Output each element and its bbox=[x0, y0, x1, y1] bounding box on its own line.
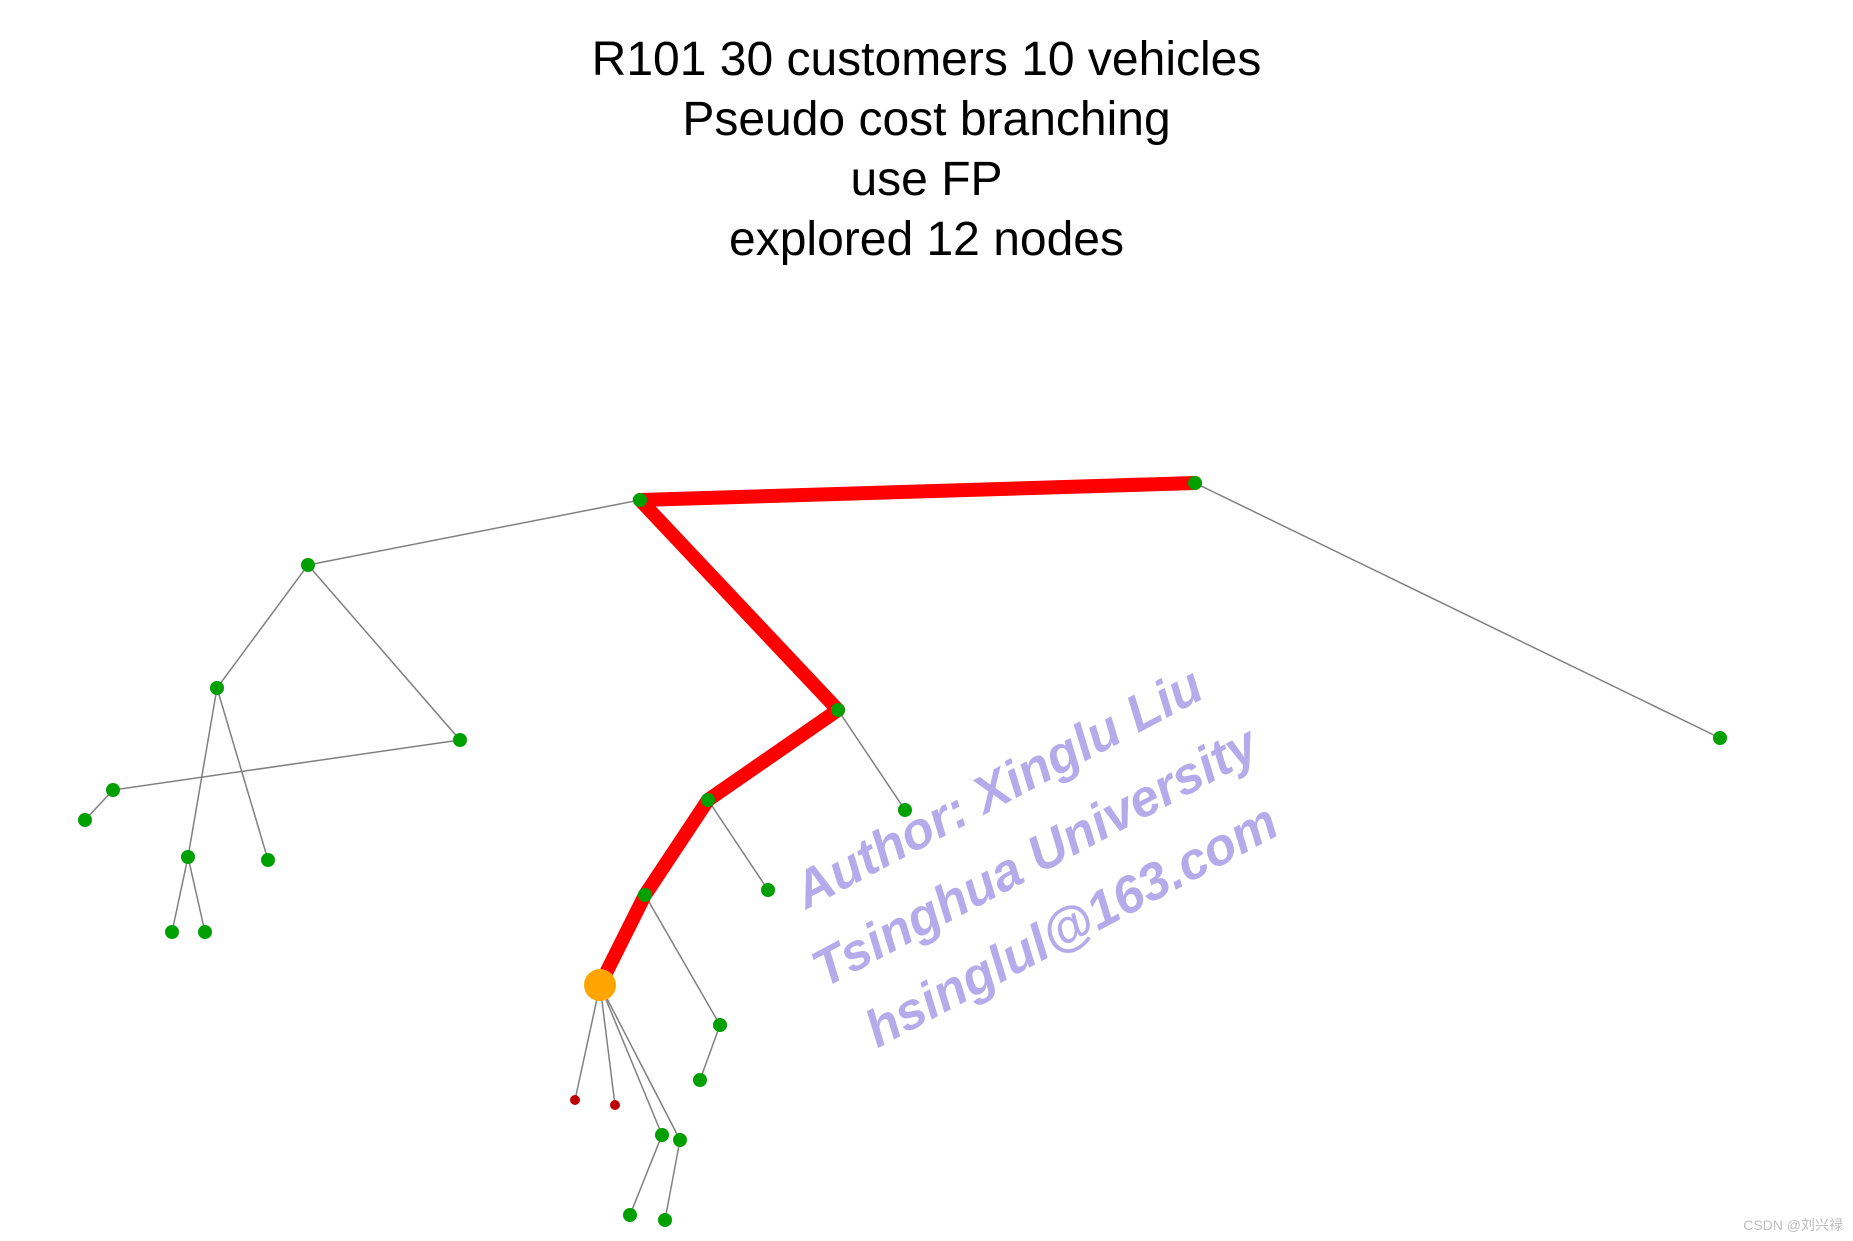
tree-edge bbox=[665, 1140, 680, 1220]
tree-node-green bbox=[301, 558, 315, 572]
tree-node-green bbox=[638, 888, 652, 902]
tree-node-green bbox=[701, 793, 715, 807]
tree-edge bbox=[188, 688, 217, 857]
tree-edge bbox=[308, 565, 460, 740]
tree-node-green bbox=[181, 850, 195, 864]
tree-node-green bbox=[655, 1128, 669, 1142]
tree-edge bbox=[113, 740, 460, 790]
tree-edge bbox=[188, 857, 205, 932]
tree-node-green bbox=[106, 783, 120, 797]
tree-node-green bbox=[261, 853, 275, 867]
tree-edge bbox=[308, 500, 640, 565]
tree-node-green bbox=[673, 1133, 687, 1147]
tree-node-green bbox=[210, 681, 224, 695]
tree-edge bbox=[640, 500, 838, 710]
tree-edge bbox=[645, 800, 708, 895]
tree-node-green bbox=[165, 925, 179, 939]
tree-node-green bbox=[693, 1073, 707, 1087]
tree-node-orange bbox=[584, 969, 616, 1001]
tree-node-green bbox=[623, 1208, 637, 1222]
tree-node-green bbox=[453, 733, 467, 747]
branch-tree-diagram bbox=[0, 0, 1853, 1241]
tree-edge bbox=[700, 1025, 720, 1080]
tree-edge bbox=[708, 710, 838, 800]
tree-edge bbox=[575, 985, 600, 1100]
tree-node-green bbox=[658, 1213, 672, 1227]
tree-node-green bbox=[831, 703, 845, 717]
tree-edge bbox=[217, 565, 308, 688]
tree-node-green bbox=[1188, 476, 1202, 490]
tree-edge bbox=[600, 985, 680, 1140]
tree-edge bbox=[172, 857, 188, 932]
tree-node-green bbox=[1713, 731, 1727, 745]
tree-node-green bbox=[78, 813, 92, 827]
tree-edge bbox=[630, 1135, 662, 1215]
tree-node-green bbox=[633, 493, 647, 507]
tree-edge bbox=[838, 710, 905, 810]
tree-node-green bbox=[198, 925, 212, 939]
tree-node-red bbox=[570, 1095, 580, 1105]
tree-node-red bbox=[610, 1100, 620, 1110]
footer-credit: CSDN @刘兴禄 bbox=[1743, 1215, 1843, 1235]
tree-edge bbox=[640, 483, 1195, 500]
